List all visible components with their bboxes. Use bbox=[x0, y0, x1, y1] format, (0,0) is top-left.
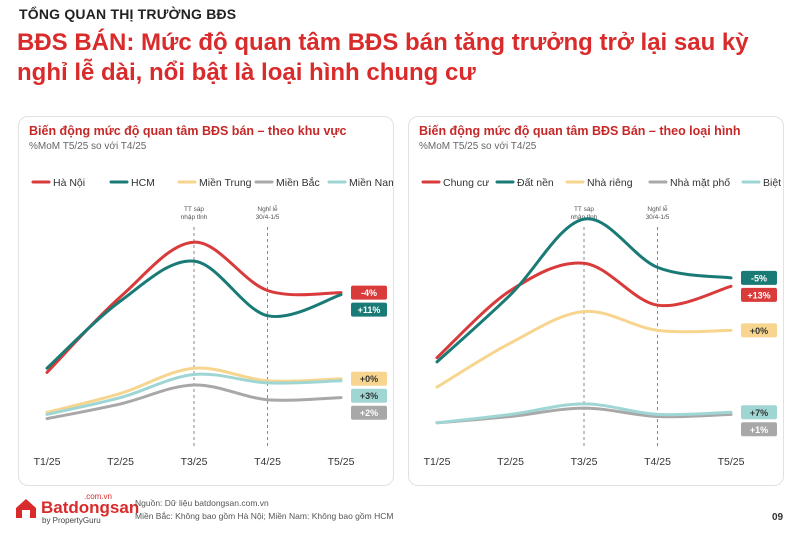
chart-card-region: Biến động mức độ quan tâm BĐS bán – theo… bbox=[18, 116, 394, 486]
end-label-badge bbox=[351, 388, 387, 403]
annotation-label: TT sáp bbox=[574, 206, 594, 213]
series-line bbox=[435, 402, 733, 425]
logo-text: Batdongsan bbox=[41, 498, 140, 517]
chart-region-svg: Hà Nội HCM Miền Trung Miền Bắc Miền Nam TT sá… bbox=[31, 176, 393, 468]
chart-subtitle: %MoM T5/25 so với T4/25 bbox=[419, 141, 537, 152]
chart-title: Biến động mức độ quan tâm BĐS Bán – theo… bbox=[419, 124, 741, 138]
legend-label: Nhà mặt phố bbox=[670, 177, 730, 189]
annotation-label: Nghỉ lễ bbox=[647, 204, 668, 213]
x-tick-label: T2/25 bbox=[497, 456, 524, 468]
data-label: +0% bbox=[360, 374, 378, 384]
end-label-badge bbox=[741, 422, 777, 437]
data-label: +2% bbox=[360, 408, 378, 418]
end-label-badge bbox=[351, 371, 387, 386]
series-line bbox=[45, 372, 343, 416]
series-line bbox=[45, 383, 343, 421]
logo-by: by PropertyGuru bbox=[42, 516, 101, 525]
data-label: -5% bbox=[751, 273, 767, 283]
data-label: +1% bbox=[750, 425, 768, 435]
legend-label: Đất nền bbox=[517, 177, 554, 189]
page-number: 09 bbox=[772, 512, 784, 523]
chart-type-svg: Chung cư Đất nền Nhà riêng Nhà mặt phố Biệt … bbox=[421, 177, 783, 468]
data-label: -4% bbox=[361, 288, 377, 298]
end-label-badge bbox=[741, 405, 777, 420]
end-label-badge bbox=[741, 323, 777, 338]
x-tick-label: T4/25 bbox=[644, 456, 671, 468]
chart-subtitle: %MoM T5/25 so với T4/25 bbox=[29, 141, 147, 152]
series-line bbox=[435, 309, 733, 389]
series-line bbox=[45, 259, 343, 370]
x-tick-label: T5/25 bbox=[328, 456, 355, 468]
data-label: +11% bbox=[358, 305, 381, 315]
house-logo-icon bbox=[16, 499, 36, 518]
x-tick-label: T5/25 bbox=[718, 456, 745, 468]
x-tick-label: T3/25 bbox=[571, 456, 598, 468]
legend-label: Hà Nội bbox=[53, 177, 85, 189]
legend-label: Nhà riêng bbox=[587, 177, 633, 189]
legend-label: Chung cư bbox=[443, 177, 489, 189]
annotation-label: Nghỉ lễ bbox=[257, 204, 278, 213]
x-tick-label: T1/25 bbox=[424, 456, 451, 468]
end-label-badge bbox=[351, 285, 387, 300]
chart-title: Biến động mức độ quan tâm BĐS bán – theo… bbox=[29, 124, 347, 138]
x-tick-label: T2/25 bbox=[107, 456, 134, 468]
annotation-label: nhập tỉnh bbox=[571, 213, 598, 221]
source-line: Nguồn: Dữ liệu batdongsan.com.vn bbox=[135, 498, 269, 508]
end-label-badge bbox=[741, 287, 777, 302]
headline: BĐS BÁN: Mức độ quan tâm BĐS bán tăng tr… bbox=[17, 29, 749, 86]
data-label: +13% bbox=[747, 290, 770, 300]
annotation-label: nhập tỉnh bbox=[181, 213, 208, 221]
region-note: Miền Bắc: Không bao gồm Hà Nội; Miền Nam… bbox=[135, 511, 394, 521]
end-label-badge bbox=[741, 270, 777, 285]
x-tick-label: T4/25 bbox=[254, 456, 281, 468]
legend-label: HCM bbox=[131, 177, 155, 189]
legend-label: Miền Bắc bbox=[276, 176, 320, 189]
brand-logo: .com.vn Batdongsan by PropertyGuru bbox=[14, 492, 144, 526]
supertitle: TỔNG QUAN THỊ TRƯỜNG BĐS bbox=[19, 6, 237, 22]
x-tick-label: T3/25 bbox=[181, 456, 208, 468]
annotation-label: 30/4-1/5 bbox=[646, 214, 670, 221]
series-line bbox=[435, 261, 733, 360]
data-label: +7% bbox=[750, 408, 768, 418]
legend-label: Miền Nam bbox=[349, 177, 393, 189]
annotation-label: TT sáp bbox=[184, 206, 204, 213]
data-label: +0% bbox=[750, 326, 768, 336]
end-label-badge bbox=[351, 302, 387, 317]
series-line bbox=[435, 217, 733, 364]
logo-domain: .com.vn bbox=[84, 492, 113, 501]
chart-card-type: Biến động mức độ quan tâm BĐS Bán – theo… bbox=[408, 116, 784, 486]
legend-label: Miền Trung bbox=[199, 177, 252, 189]
legend-label: Biệt thự bbox=[763, 177, 783, 189]
x-tick-label: T1/25 bbox=[34, 456, 61, 468]
source-note: Nguồn: Dữ liệu batdongsan.com.vn Miền Bắ… bbox=[135, 497, 393, 523]
end-label-badge bbox=[351, 405, 387, 420]
series-line bbox=[45, 366, 343, 414]
data-label: +3% bbox=[360, 391, 378, 401]
annotation-label: 30/4-1/5 bbox=[256, 214, 280, 221]
